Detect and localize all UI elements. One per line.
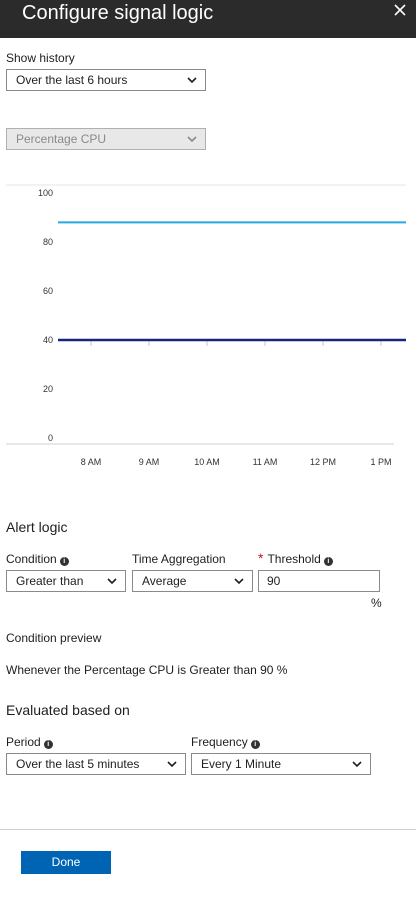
info-icon[interactable]: i <box>250 740 260 749</box>
time-aggregation-label: Time Aggregation <box>132 552 226 566</box>
show-history-dropdown[interactable]: Over the last 6 hours <box>6 69 206 91</box>
chevron-down-icon <box>187 136 197 143</box>
x-tick-label: 12 PM <box>310 457 336 467</box>
condition-preview-label: Condition preview <box>6 631 102 645</box>
blade-title: Configure signal logic <box>22 2 214 24</box>
x-tick-label: 10 AM <box>194 457 220 467</box>
threshold-input[interactable]: 90 <box>258 570 380 592</box>
x-tick-label: 8 AM <box>81 457 102 467</box>
info-icon[interactable]: i <box>323 557 333 566</box>
x-tick-label: 1 PM <box>370 457 391 467</box>
frequency-value: Every 1 Minute <box>201 757 282 771</box>
blade-header: Configure signal logic <box>0 0 416 38</box>
y-tick-label: 60 <box>43 286 53 296</box>
threshold-label: * Threshold i <box>258 550 333 566</box>
chevron-down-icon <box>107 578 117 585</box>
chevron-down-icon <box>187 77 197 84</box>
alert-logic-title: Alert logic <box>6 519 68 535</box>
evaluated-based-on-title: Evaluated based on <box>6 702 130 718</box>
y-tick-label: 80 <box>43 237 53 247</box>
period-value: Over the last 5 minutes <box>16 757 140 771</box>
threshold-unit: % <box>371 596 382 610</box>
done-button[interactable]: Done <box>21 851 111 874</box>
info-icon[interactable]: i <box>43 740 53 749</box>
condition-label: Condition i <box>6 552 69 566</box>
period-label: Period i <box>6 735 53 749</box>
period-dropdown[interactable]: Over the last 5 minutes <box>6 753 186 775</box>
y-tick-label: 40 <box>43 335 53 345</box>
chevron-down-icon <box>234 578 244 585</box>
condition-dropdown[interactable]: Greater than <box>6 570 126 592</box>
close-icon[interactable] <box>392 2 408 18</box>
time-aggregation-dropdown[interactable]: Average <box>132 570 253 592</box>
frequency-label: Frequency i <box>191 735 260 749</box>
footer-divider <box>0 829 416 830</box>
metric-value: Percentage CPU <box>16 132 107 146</box>
frequency-dropdown[interactable]: Every 1 Minute <box>191 753 371 775</box>
show-history-label: Show history <box>6 51 75 65</box>
metric-dropdown: Percentage CPU <box>6 128 206 150</box>
y-tick-label: 20 <box>43 384 53 394</box>
time-aggregation-value: Average <box>142 574 187 588</box>
x-tick-label: 11 AM <box>253 457 278 467</box>
y-tick-label: 0 <box>48 433 53 443</box>
show-history-value: Over the last 6 hours <box>16 73 128 87</box>
info-icon[interactable]: i <box>59 557 69 566</box>
required-asterisk: * <box>258 550 264 566</box>
y-tick-label: 100 <box>38 188 53 198</box>
x-tick-label: 9 AM <box>139 457 160 467</box>
metric-chart: 100 80 60 40 20 0 8 AM 9 AM 10 AM 11 AM 12 PM 1 PM <box>6 184 406 467</box>
condition-preview-text: Whenever the Percentage CPU is Greater t… <box>6 663 288 677</box>
chevron-down-icon <box>167 761 177 768</box>
chevron-down-icon <box>352 761 362 768</box>
condition-value: Greater than <box>16 574 84 588</box>
